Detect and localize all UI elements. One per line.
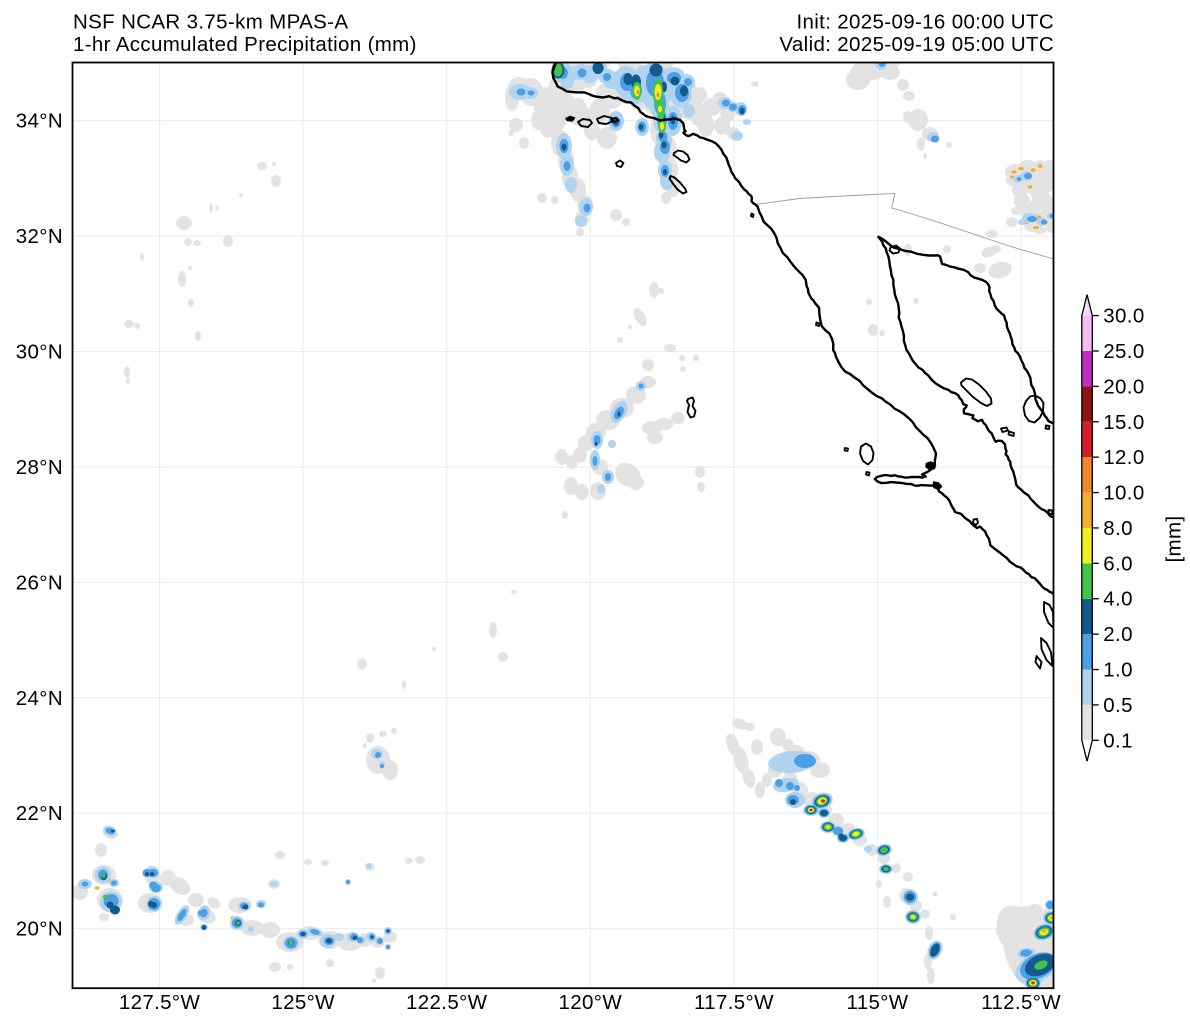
svg-text:117.5°W: 117.5°W xyxy=(694,991,774,1014)
svg-text:22°N: 22°N xyxy=(16,802,63,825)
svg-text:2.0: 2.0 xyxy=(1103,623,1133,646)
svg-text:1-hr Accumulated Precipitation: 1-hr Accumulated Precipitation (mm) xyxy=(73,33,417,56)
svg-text:6.0: 6.0 xyxy=(1103,552,1133,575)
svg-text:15.0: 15.0 xyxy=(1103,411,1144,434)
svg-text:30°N: 30°N xyxy=(16,340,63,363)
svg-text:120°W: 120°W xyxy=(559,991,623,1014)
svg-text:0.1: 0.1 xyxy=(1103,729,1133,752)
svg-text:[mm]: [mm] xyxy=(1163,516,1186,563)
svg-text:34°N: 34°N xyxy=(16,110,63,133)
svg-text:NSF NCAR 3.75-km MPAS-A: NSF NCAR 3.75-km MPAS-A xyxy=(73,11,348,34)
svg-text:20.0: 20.0 xyxy=(1103,375,1144,398)
svg-text:122.5°W: 122.5°W xyxy=(406,991,488,1014)
svg-text:30.0: 30.0 xyxy=(1103,305,1144,328)
svg-text:24°N: 24°N xyxy=(16,687,63,710)
svg-text:127.5°W: 127.5°W xyxy=(119,991,201,1014)
svg-text:25.0: 25.0 xyxy=(1103,340,1144,363)
svg-text:8.0: 8.0 xyxy=(1103,517,1133,540)
svg-text:1.0: 1.0 xyxy=(1103,659,1133,682)
svg-text:12.0: 12.0 xyxy=(1103,446,1144,469)
svg-text:4.0: 4.0 xyxy=(1103,588,1133,611)
svg-text:26°N: 26°N xyxy=(16,571,63,594)
svg-text:Init: 2025-09-16 00:00 UTC: Init: 2025-09-16 00:00 UTC xyxy=(796,11,1054,34)
svg-text:125°W: 125°W xyxy=(271,991,335,1014)
svg-text:28°N: 28°N xyxy=(16,456,63,479)
svg-text:32°N: 32°N xyxy=(16,225,63,248)
svg-text:0.5: 0.5 xyxy=(1103,694,1133,717)
svg-text:115°W: 115°W xyxy=(847,991,909,1014)
svg-text:20°N: 20°N xyxy=(16,918,63,941)
svg-text:10.0: 10.0 xyxy=(1103,482,1144,505)
svg-text:Valid: 2025-09-19 05:00 UTC: Valid: 2025-09-19 05:00 UTC xyxy=(779,33,1054,56)
svg-text:112.5°W: 112.5°W xyxy=(981,991,1061,1014)
